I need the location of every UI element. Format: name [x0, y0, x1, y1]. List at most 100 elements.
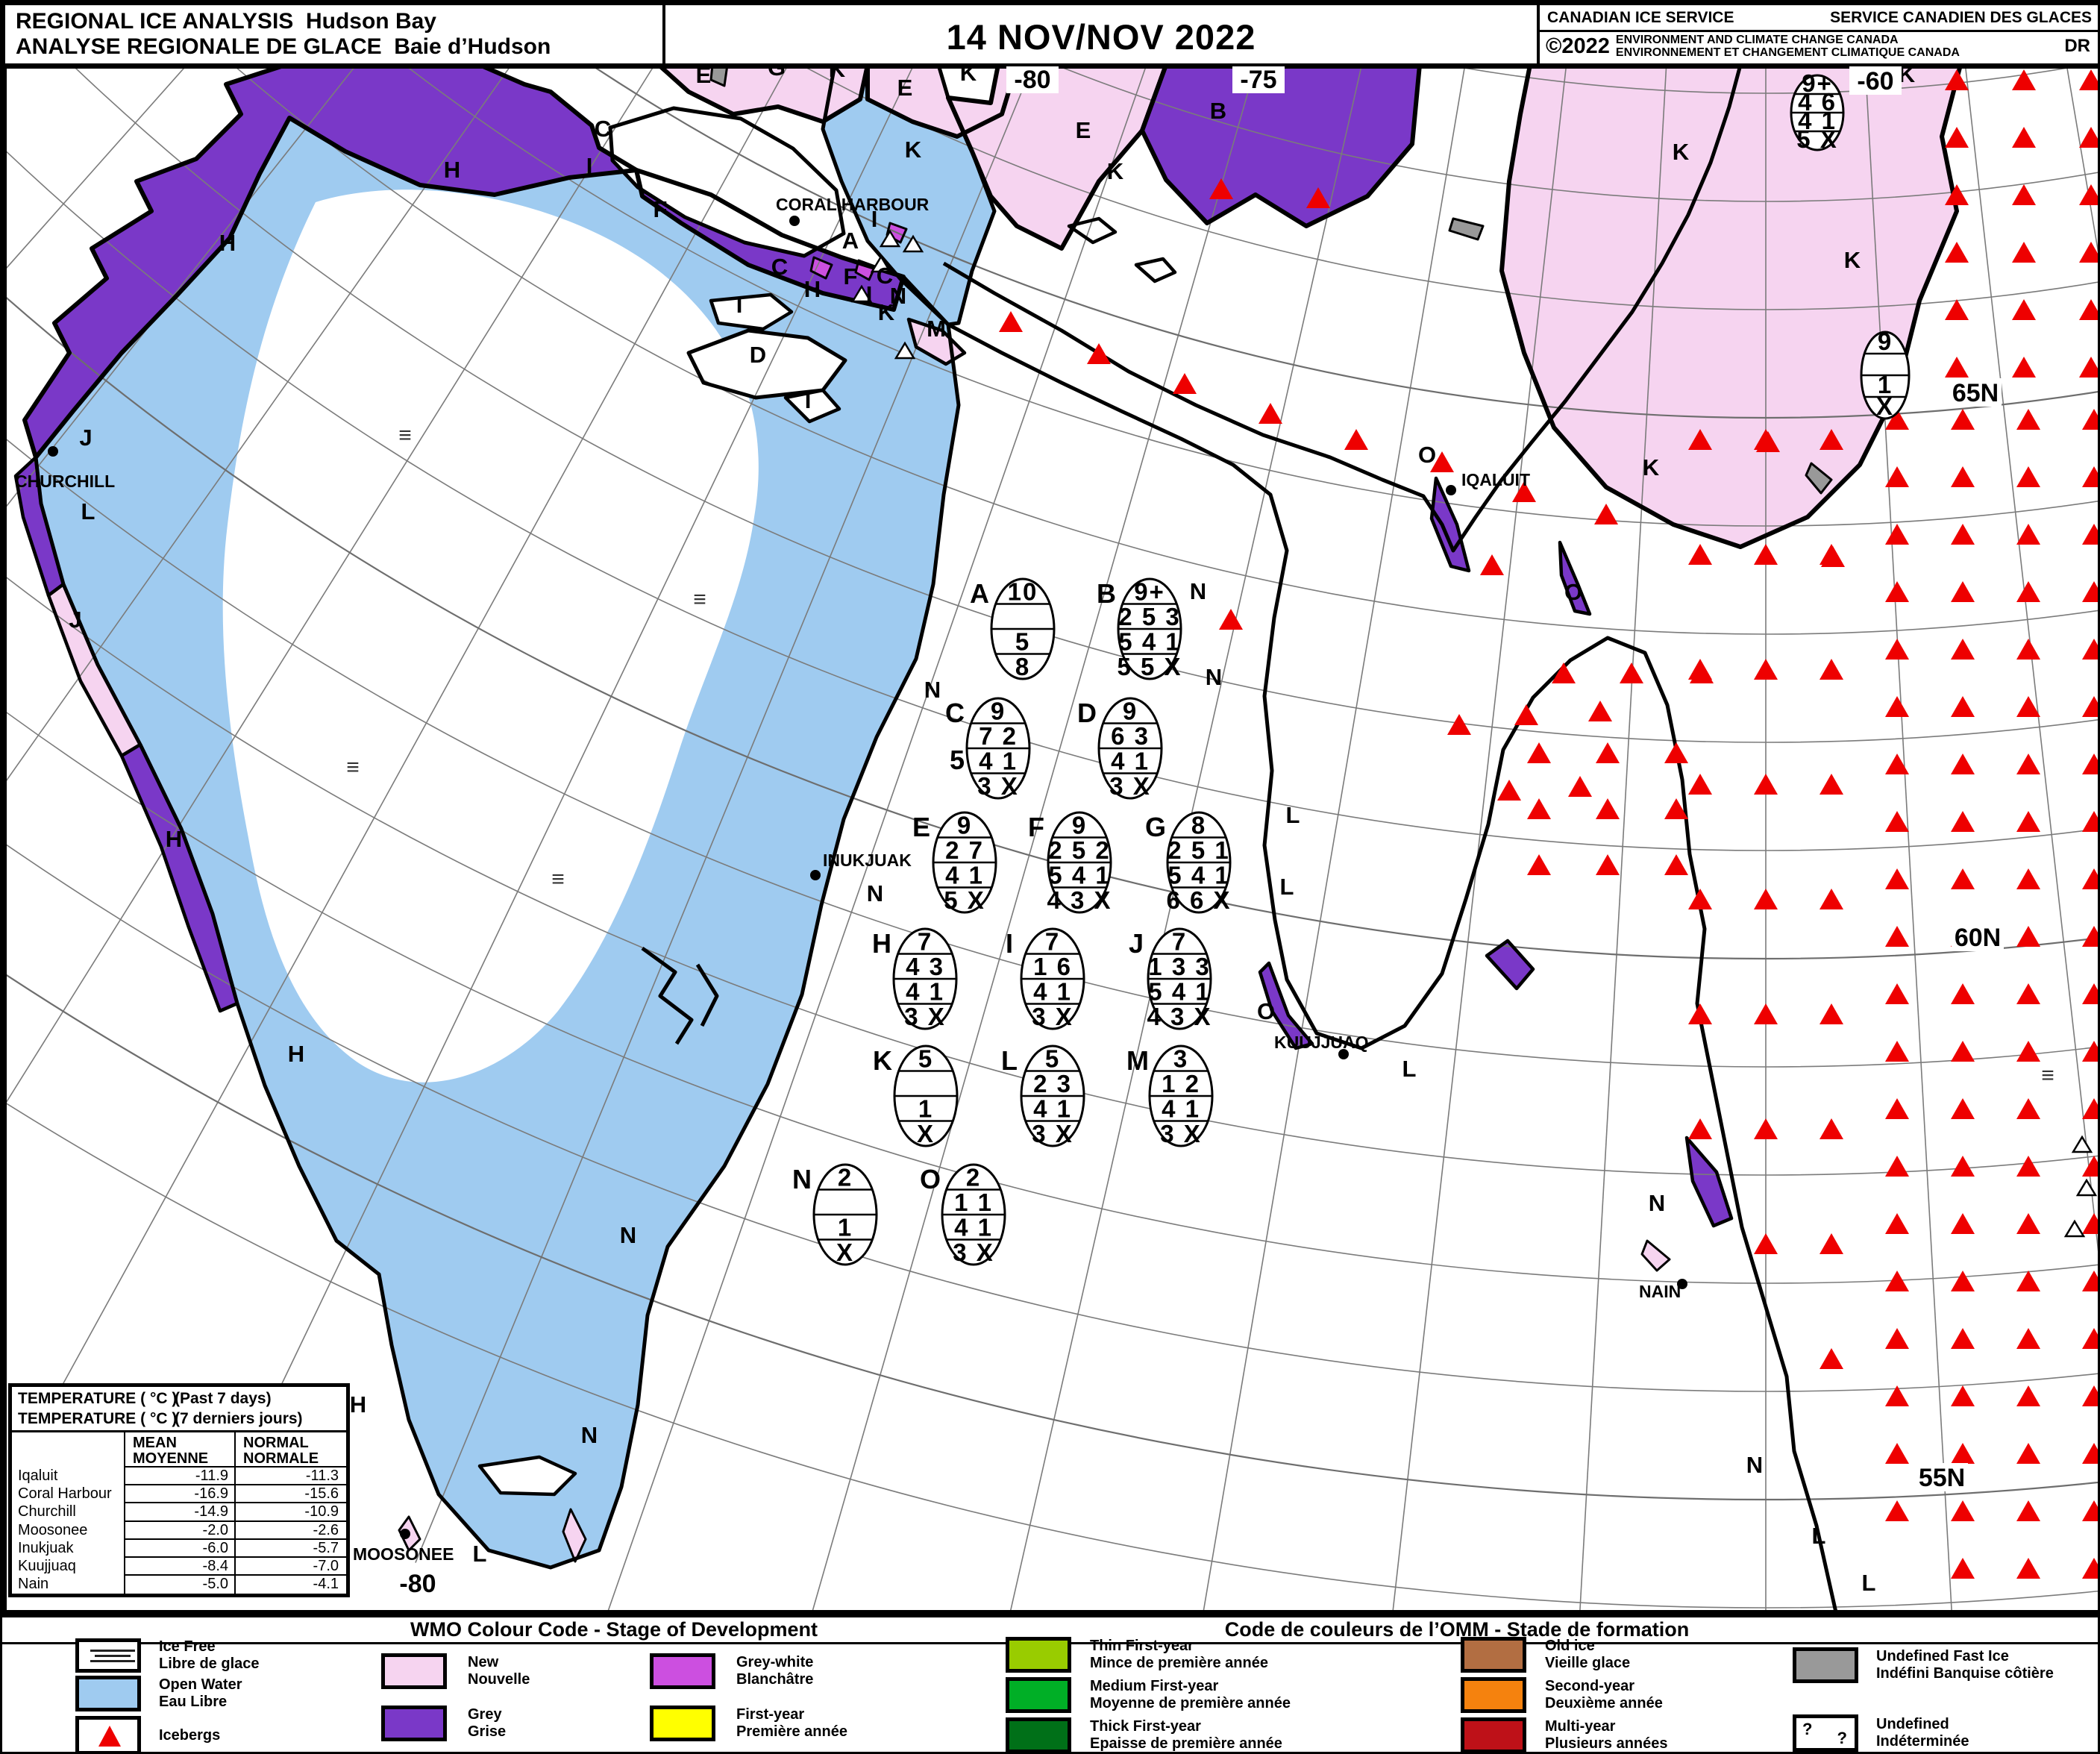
title-french: ANALYSE REGIONALE DE GLACE Baie d’Hudson: [16, 34, 551, 59]
iceberg-triangle: [1664, 854, 1688, 875]
egg-code-letter: J: [1129, 928, 1144, 959]
map-letter-label: L: [1862, 1570, 1876, 1596]
egg-code-side-value: 5: [950, 745, 965, 775]
legend-label-en: Ice Free: [159, 1638, 216, 1655]
egg-code-letter: O: [920, 1164, 941, 1194]
egg-code-letter: H: [872, 928, 891, 959]
iceberg-triangle: [2012, 357, 2036, 378]
iceberg-triangle: [1885, 1271, 1909, 1291]
legend-label-fr: Blanchâtre: [736, 1671, 814, 1688]
iceberg-triangle: [1820, 1348, 1843, 1369]
meridian-line: [5, 68, 653, 1106]
iceberg-triangle: [2082, 1098, 2098, 1119]
egg-code-row: 5: [1045, 1044, 1060, 1072]
egg-code-G: 82 5 15 4 16 6 X G: [1145, 811, 1232, 914]
iceberg-triangle: [2012, 242, 2036, 263]
egg-code-row: 5: [1015, 627, 1030, 655]
org-french: ENVIRONNEMENT ET CHANGEMENT CLIMATIQUE C…: [1615, 46, 1960, 59]
iceberg-triangle: [2082, 1041, 2098, 1062]
divider: [12, 1430, 346, 1432]
map-letter-label: C: [877, 263, 893, 289]
egg-code: 9 1X: [1860, 328, 1911, 420]
iceberg-triangle: [1951, 1156, 1975, 1177]
map-letter-label: L: [1286, 802, 1300, 828]
ice-edge-triangle: [2071, 1135, 2093, 1153]
legend-label-fr: Epaisse de première année: [1090, 1735, 1282, 1752]
egg-code-row: 1 6: [1033, 953, 1072, 980]
egg-code-letter: E: [912, 812, 930, 842]
map-letter-label: H: [288, 1041, 304, 1067]
iceberg-triangle: [1885, 696, 1909, 717]
ice-free-mark: ≡: [346, 755, 360, 780]
egg-code-row: 8: [1015, 653, 1030, 680]
org-english: ENVIRONMENT AND CLIMATE CHANGE CANADA: [1615, 34, 1899, 46]
egg-code-row: 9+: [1134, 577, 1165, 605]
row-divider: [124, 1502, 346, 1504]
iceberg-triangle: [2079, 69, 2098, 90]
ice-edge-triangle: [870, 254, 892, 273]
map-letter-label: I: [586, 153, 593, 179]
city-label: IQALUIT: [1461, 470, 1530, 489]
ice-free-mark: ≡: [2041, 1063, 2054, 1088]
map-letter-label: E: [1076, 117, 1091, 143]
question-mark-icon: ?: [1837, 1729, 1847, 1747]
iceberg-triangle: [1514, 704, 1538, 725]
legend-label-en: Grey-white: [736, 1654, 814, 1670]
iceberg-triangle: [2016, 983, 2040, 1004]
row-divider: [124, 1466, 346, 1468]
meridian-line: [57, 68, 788, 1392]
legend-label-openwater: Open Water Eau Libre: [159, 1676, 242, 1711]
egg-code-F: 92 5 25 4 14 3 X F: [1028, 811, 1112, 914]
egg-code-row: 9: [1878, 328, 1893, 355]
iceberg-triangle: [2016, 1098, 2040, 1119]
col-header-mean-en: MEAN: [133, 1435, 177, 1451]
map-letter-label: N: [1746, 1452, 1763, 1478]
map-letter-label: H: [350, 1391, 366, 1418]
meridian-line: [607, 68, 1147, 1612]
iceberg-triangle: [1596, 742, 1620, 763]
legend-swatch-grey: [381, 1706, 447, 1741]
iceberg-triangle: [2082, 1271, 2098, 1291]
iceberg-triangle: [2082, 1156, 2098, 1177]
map-letter-label: J: [69, 607, 81, 633]
egg-code-row: X: [917, 1120, 935, 1147]
iceberg-triangle: [2016, 754, 2040, 774]
legend-label-fr: Première année: [736, 1723, 847, 1740]
legend-swatch-icefree: [75, 1638, 141, 1673]
iceberg-triangle: [1756, 431, 1780, 452]
ice-free-lines-icon: [90, 1650, 135, 1652]
iceberg-triangle: [2016, 1213, 2040, 1234]
egg-code-row: 1 2: [1162, 1070, 1200, 1097]
egg-code-row: 4 1: [945, 861, 984, 889]
iceberg-triangle: [1951, 1271, 1975, 1291]
map-letter-label: N: [620, 1222, 636, 1248]
egg-code-row: 3 X: [953, 1238, 994, 1266]
egg-code-row: 3 X: [1032, 1120, 1073, 1147]
egg-code-row: X: [1876, 392, 1894, 420]
map-letter-label: K: [1673, 139, 1690, 165]
iceberg-triangle: [2079, 127, 2098, 148]
egg-code-row: 7 2: [979, 722, 1018, 750]
iceberg-triangle: [1885, 409, 1909, 430]
map-letter-label: L: [473, 1541, 487, 1567]
iceberg-triangle: [1209, 178, 1233, 199]
egg-code-row: 4 1: [979, 747, 1018, 774]
legend-swatch-openwater: [75, 1676, 141, 1711]
map-letter-label: I: [866, 281, 873, 307]
temp-row-station: Churchill: [18, 1503, 76, 1520]
legend-label-en: Thick First-year: [1090, 1718, 1201, 1735]
map-letter-label: H: [804, 276, 821, 302]
iceberg-triangle: [1951, 1098, 1975, 1119]
iceberg-triangle: [1344, 429, 1368, 450]
iceberg-triangle: [1951, 409, 1975, 430]
iceberg-triangle: [1885, 639, 1909, 660]
egg-code-I: 71 64 13 X I: [1006, 927, 1085, 1030]
iceberg-triangle: [2016, 409, 2040, 430]
temp-row-station: Iqaluit: [18, 1468, 58, 1484]
egg-code-row: 3 X: [904, 1003, 946, 1030]
iceberg-triangle: [1821, 546, 1845, 567]
egg-code-row: 1 1: [954, 1188, 993, 1216]
city-label: CORAL HARBOUR: [776, 195, 930, 214]
